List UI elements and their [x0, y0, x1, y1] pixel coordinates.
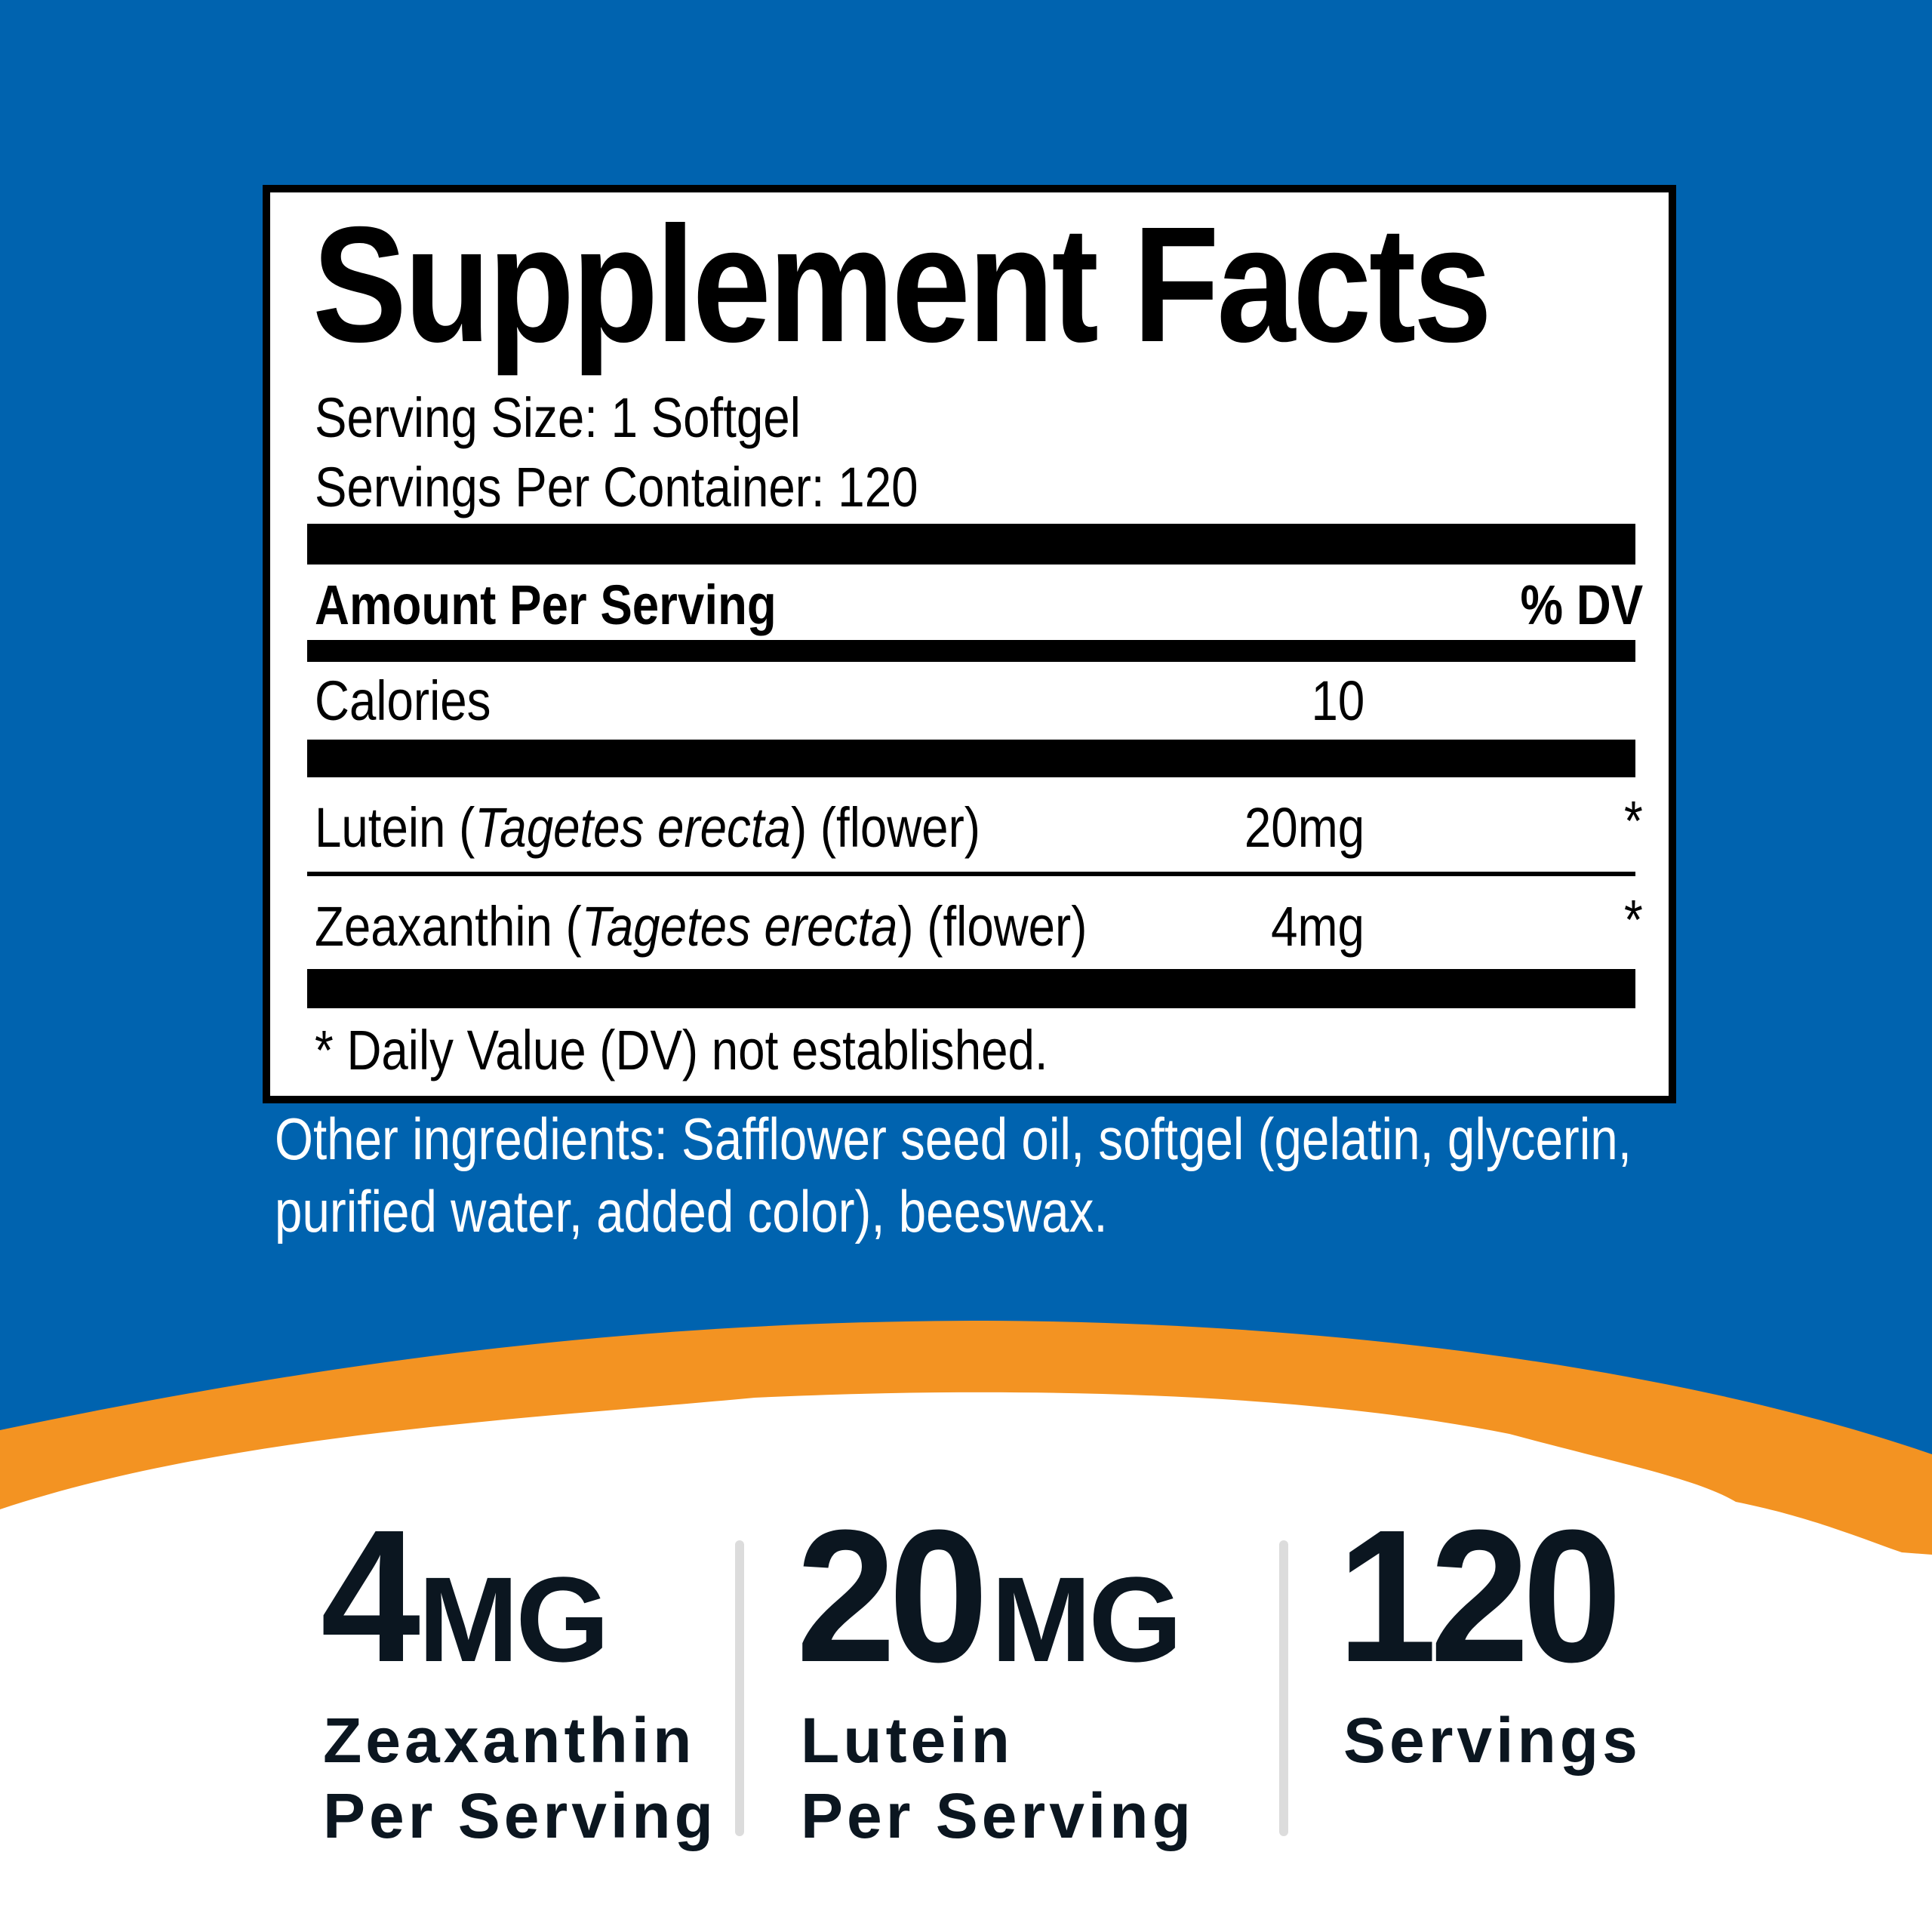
- divider-bar: [307, 524, 1635, 565]
- row-lutein-amount: 20mg: [1244, 796, 1364, 859]
- header-amount: Amount Per Serving: [315, 574, 777, 636]
- divider-line: [307, 872, 1635, 876]
- other-ingredients-line2: purified water, added color), beeswax.: [275, 1178, 1108, 1244]
- stat-zeaxanthin-label2: Per Serving: [323, 1780, 717, 1851]
- row-calories-amount: 10: [1311, 669, 1364, 732]
- divider-bar: [307, 640, 1635, 662]
- servings-per-container: Servings Per Container: 120: [315, 456, 918, 518]
- stat-servings-value: 120: [1337, 1491, 1622, 1701]
- footnote: * Daily Value (DV) not established.: [315, 1019, 1048, 1081]
- divider-bar: [307, 740, 1635, 777]
- serving-size: Serving Size: 1 Softgel: [315, 386, 801, 449]
- white-wave: [0, 1392, 1932, 1932]
- row-zeaxanthin-name: Zeaxanthin (Tagetes erecta) (flower): [315, 895, 1088, 958]
- stat-zeaxanthin-label1: Zeaxanthin: [323, 1705, 696, 1776]
- row-zeaxanthin-dv: *: [1624, 888, 1643, 951]
- stat-lutein-label2: Per Serving: [801, 1780, 1195, 1851]
- row-lutein-dv: *: [1624, 789, 1643, 852]
- other-ingredients-line1: Other ingredients: Safflower seed oil, s…: [275, 1106, 1632, 1172]
- stat-lutein-value: 20MG: [796, 1491, 1183, 1701]
- header-dv: % DV: [1520, 574, 1643, 636]
- divider-bar: [307, 969, 1635, 1008]
- stat-zeaxanthin-value: 4MG: [321, 1491, 610, 1701]
- stat-divider: [1279, 1540, 1288, 1836]
- row-calories-name: Calories: [315, 669, 491, 732]
- row-lutein-name: Lutein (Tagetes erecta) (flower): [315, 796, 980, 859]
- stat-lutein-label1: Lutein: [801, 1705, 1014, 1776]
- stat-servings-label1: Servings: [1343, 1705, 1641, 1776]
- row-zeaxanthin-amount: 4mg: [1271, 895, 1364, 958]
- supplement-facts-panel: Supplement Facts Serving Size: 1 Softgel…: [263, 185, 1676, 1103]
- panel-title: Supplement Facts: [312, 193, 1492, 377]
- stat-divider: [735, 1540, 744, 1836]
